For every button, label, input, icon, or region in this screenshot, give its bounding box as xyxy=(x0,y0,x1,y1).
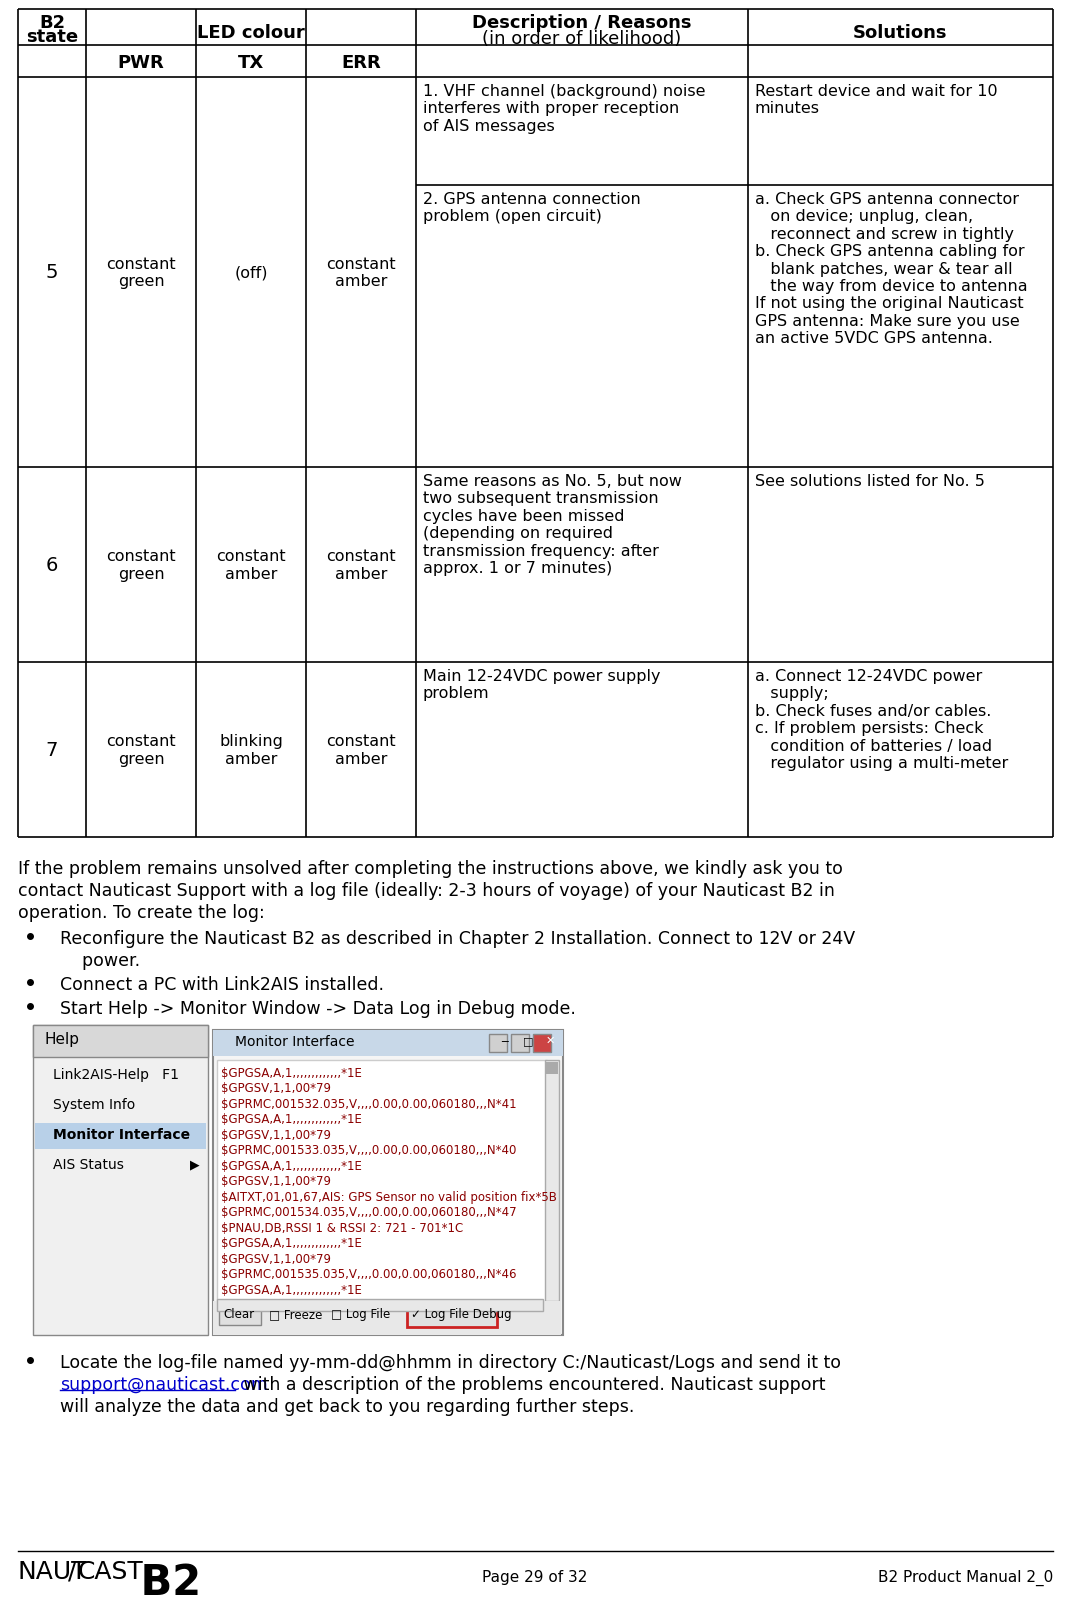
Text: Description / Reasons: Description / Reasons xyxy=(472,14,692,32)
Text: B2: B2 xyxy=(39,14,65,32)
Bar xyxy=(213,1030,563,1056)
Text: contact Nauticast Support with a log file (ideally: 2-3 hours of voyage) of your: contact Nauticast Support with a log fil… xyxy=(18,882,835,900)
Text: $GPGSA,A,1,,,,,,,,,,,,,*1E: $GPGSA,A,1,,,,,,,,,,,,,*1E xyxy=(221,1067,362,1080)
Text: $GPRMC,001535.035,V,,,,0.00,0.00,060180,,,N*46: $GPRMC,001535.035,V,,,,0.00,0.00,060180,… xyxy=(221,1268,516,1281)
Text: 7: 7 xyxy=(46,741,58,760)
Text: a. Check GPS antenna connector
   on device; unplug, clean,
   reconnect and scr: a. Check GPS antenna connector on device… xyxy=(755,191,1028,346)
Text: constant
green: constant green xyxy=(106,257,176,289)
Text: constant
amber: constant amber xyxy=(327,550,396,582)
Bar xyxy=(217,1298,543,1311)
Text: (off): (off) xyxy=(235,265,268,280)
Bar xyxy=(213,1030,563,1335)
Text: state: state xyxy=(26,27,78,47)
Text: ERR: ERR xyxy=(342,55,381,72)
Bar xyxy=(407,1305,497,1327)
Text: 5: 5 xyxy=(46,264,58,283)
Text: 6: 6 xyxy=(46,556,58,575)
Text: (in order of likelihood): (in order of likelihood) xyxy=(482,31,681,48)
Text: Same reasons as No. 5, but now
two subsequent transmission
cycles have been miss: Same reasons as No. 5, but now two subse… xyxy=(423,474,682,575)
Bar xyxy=(33,1025,208,1057)
Text: ▶: ▶ xyxy=(190,1157,199,1170)
Text: CAST: CAST xyxy=(78,1559,144,1583)
Text: will analyze the data and get back to you regarding further steps.: will analyze the data and get back to yo… xyxy=(60,1396,634,1416)
Text: Locate the log-file named yy-mm-dd@hhmm in directory C:/Nauticast/Logs and send : Locate the log-file named yy-mm-dd@hhmm … xyxy=(60,1353,841,1371)
Text: a. Connect 12-24VDC power
   supply;
b. Check fuses and/or cables.
c. If problem: a. Connect 12-24VDC power supply; b. Che… xyxy=(755,669,1008,770)
Text: Monitor Interface: Monitor Interface xyxy=(235,1035,355,1048)
Text: Clear: Clear xyxy=(223,1306,254,1321)
Text: □ Freeze: □ Freeze xyxy=(269,1306,322,1321)
Text: with a description of the problems encountered. Nauticast support: with a description of the problems encou… xyxy=(238,1376,826,1393)
Text: ─: ─ xyxy=(501,1035,508,1045)
Text: NAUT: NAUT xyxy=(18,1559,88,1583)
Text: constant
amber: constant amber xyxy=(327,734,396,767)
Bar xyxy=(545,1061,559,1302)
Text: $GPRMC,001532.035,V,,,,0.00,0.00,060180,,,N*41: $GPRMC,001532.035,V,,,,0.00,0.00,060180,… xyxy=(221,1098,516,1110)
Text: B2: B2 xyxy=(126,1560,201,1604)
Bar xyxy=(217,1061,547,1302)
Text: ✓ Log File Debug: ✓ Log File Debug xyxy=(411,1306,512,1321)
Text: $GPGSA,A,1,,,,,,,,,,,,,*1E: $GPGSA,A,1,,,,,,,,,,,,,*1E xyxy=(221,1159,362,1172)
Text: □: □ xyxy=(523,1035,533,1045)
Text: Reconfigure the Nauticast B2 as described in Chapter 2 Installation. Connect to : Reconfigure the Nauticast B2 as describe… xyxy=(60,929,855,948)
Text: constant
green: constant green xyxy=(106,734,176,767)
Bar xyxy=(546,1062,558,1075)
Text: support@nauticast.com: support@nauticast.com xyxy=(60,1376,268,1393)
Text: See solutions listed for No. 5: See solutions listed for No. 5 xyxy=(755,474,985,489)
Text: $GPGSA,A,1,,,,,,,,,,,,,*1E: $GPGSA,A,1,,,,,,,,,,,,,*1E xyxy=(221,1284,362,1297)
Bar xyxy=(218,1305,261,1326)
Text: $GPGSV,1,1,00*79: $GPGSV,1,1,00*79 xyxy=(221,1128,331,1141)
Text: Main 12-24VDC power supply
problem: Main 12-24VDC power supply problem xyxy=(423,669,661,701)
Text: System Info: System Info xyxy=(52,1098,135,1112)
Text: $GPGSV,1,1,00*79: $GPGSV,1,1,00*79 xyxy=(221,1082,331,1094)
Text: power.: power. xyxy=(60,951,140,969)
Text: Connect a PC with Link2AIS installed.: Connect a PC with Link2AIS installed. xyxy=(60,975,384,993)
Bar xyxy=(533,1035,550,1053)
Text: $GPRMC,001533.035,V,,,,0.00,0.00,060180,,,N*40: $GPRMC,001533.035,V,,,,0.00,0.00,060180,… xyxy=(221,1144,516,1157)
Text: Page 29 of 32: Page 29 of 32 xyxy=(482,1568,588,1585)
Text: constant
green: constant green xyxy=(106,550,176,582)
Text: /: / xyxy=(67,1559,76,1583)
Text: $GPGSV,1,1,00*79: $GPGSV,1,1,00*79 xyxy=(221,1252,331,1265)
Text: $PNAU,DB,RSSI 1 & RSSI 2: 721 - 701*1C: $PNAU,DB,RSSI 1 & RSSI 2: 721 - 701*1C xyxy=(221,1221,464,1234)
Text: Restart device and wait for 10
minutes: Restart device and wait for 10 minutes xyxy=(755,84,997,116)
Text: If the problem remains unsolved after completing the instructions above, we kind: If the problem remains unsolved after co… xyxy=(18,860,843,877)
Bar xyxy=(35,1123,206,1149)
Text: Help: Help xyxy=(45,1032,80,1046)
Text: $GPGSA,A,1,,,,,,,,,,,,,*1E: $GPGSA,A,1,,,,,,,,,,,,,*1E xyxy=(221,1112,362,1127)
Bar xyxy=(489,1035,507,1053)
Text: operation. To create the log:: operation. To create the log: xyxy=(18,903,265,921)
Bar xyxy=(511,1035,529,1053)
Text: $AITXT,01,01,67,AIS: GPS Sensor no valid position fix*5B: $AITXT,01,01,67,AIS: GPS Sensor no valid… xyxy=(221,1191,557,1204)
Text: PWR: PWR xyxy=(118,55,164,72)
Text: $GPRMC,001534.035,V,,,,0.00,0.00,060180,,,N*47: $GPRMC,001534.035,V,,,,0.00,0.00,060180,… xyxy=(221,1205,516,1218)
Text: LED colour: LED colour xyxy=(197,24,305,42)
Text: TX: TX xyxy=(238,55,265,72)
Text: blinking
amber: blinking amber xyxy=(220,734,283,767)
Text: Monitor Interface: Monitor Interface xyxy=(52,1127,191,1141)
Text: $GPGSA,A,1,,,,,,,,,,,,,*1E: $GPGSA,A,1,,,,,,,,,,,,,*1E xyxy=(221,1237,362,1250)
Text: AIS Status: AIS Status xyxy=(52,1157,124,1172)
Text: constant
amber: constant amber xyxy=(216,550,286,582)
Text: 1. VHF channel (background) noise
interferes with proper reception
of AIS messag: 1. VHF channel (background) noise interf… xyxy=(423,84,706,133)
Text: $GPGSV,1,1,00*79: $GPGSV,1,1,00*79 xyxy=(221,1175,331,1188)
Text: ✕: ✕ xyxy=(546,1035,556,1045)
Text: Solutions: Solutions xyxy=(854,24,948,42)
Text: □ Log File: □ Log File xyxy=(331,1306,390,1321)
Text: constant
amber: constant amber xyxy=(327,257,396,289)
Bar xyxy=(213,1302,561,1335)
Text: Start Help -> Monitor Window -> Data Log in Debug mode.: Start Help -> Monitor Window -> Data Log… xyxy=(60,1000,576,1017)
Text: Link2AIS-Help   F1: Link2AIS-Help F1 xyxy=(52,1067,179,1082)
Bar xyxy=(33,1025,208,1335)
Text: B2 Product Manual 2_0: B2 Product Manual 2_0 xyxy=(878,1568,1053,1585)
Text: 2. GPS antenna connection
problem (open circuit): 2. GPS antenna connection problem (open … xyxy=(423,191,640,225)
